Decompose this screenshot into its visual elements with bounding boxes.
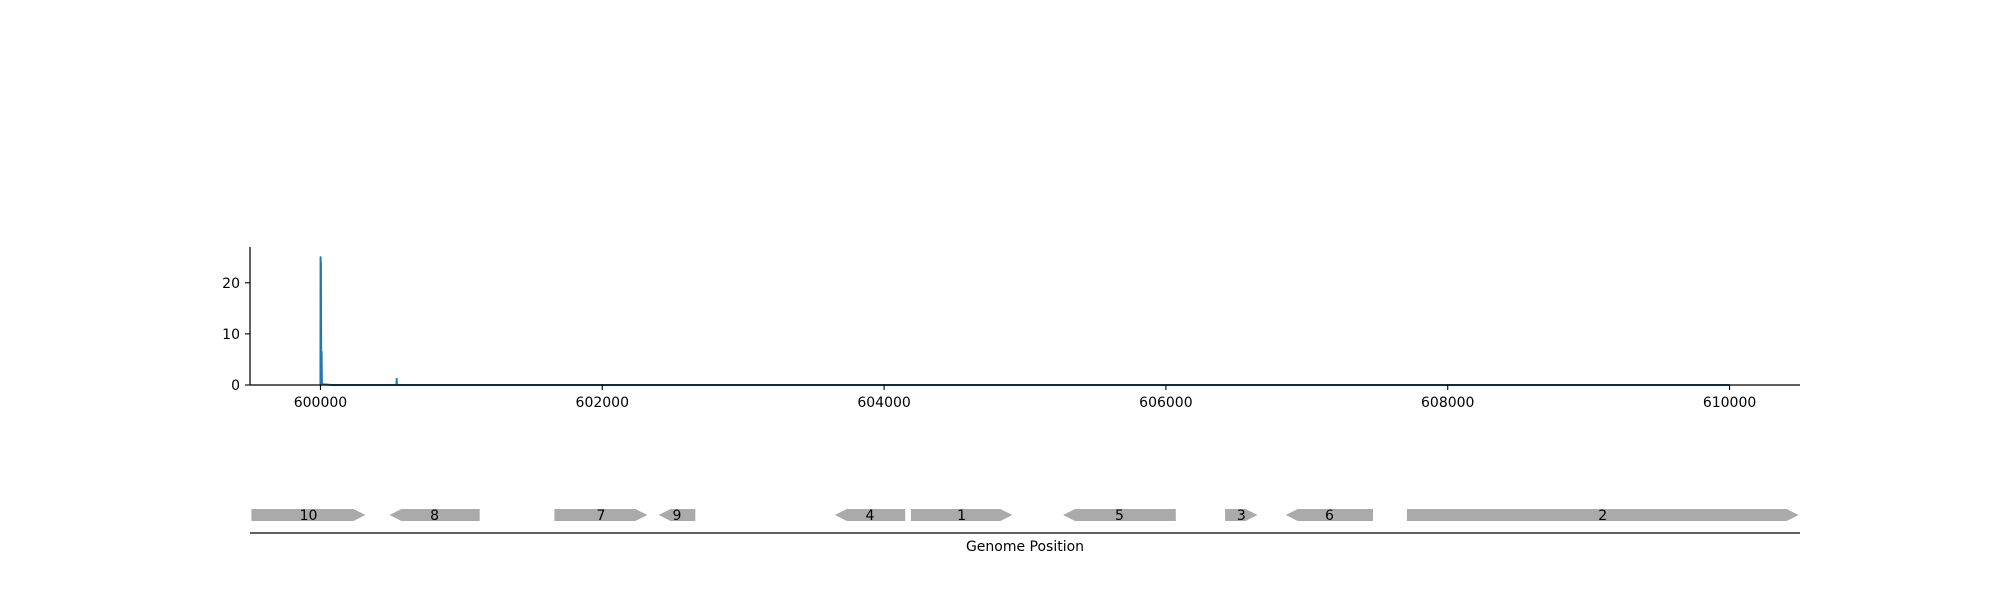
gene-label: 7 (596, 508, 605, 524)
gene-label: 9 (673, 508, 682, 524)
x-tick: 608000 (1421, 385, 1474, 411)
x-tick-label: 608000 (1421, 395, 1474, 411)
coverage-x-axis-ticks: 600000 602000 604000 606000 608000 610000 (294, 385, 1756, 411)
x-tick: 604000 (857, 385, 911, 411)
gene-feature: 9 (658, 508, 696, 524)
y-tick: 20 (222, 276, 250, 292)
gene-feature: 2 (1406, 508, 1799, 524)
gene-map-x-axis-title: Genome Position (966, 539, 1084, 555)
x-tick: 600000 (294, 385, 347, 411)
gene-arrow (1406, 509, 1799, 521)
gene-label: 1 (957, 508, 966, 524)
x-tick-label: 602000 (576, 395, 629, 411)
x-tick-label: 600000 (294, 395, 347, 411)
x-tick-label: 610000 (1703, 395, 1756, 411)
x-tick: 610000 (1703, 385, 1756, 411)
gene-arrow (834, 509, 906, 521)
gene-arrow (389, 509, 480, 521)
y-tick: 0 (231, 378, 250, 394)
gene-label: 5 (1115, 508, 1124, 524)
gene-feature: 1 (910, 508, 1013, 524)
gene-label: 2 (1598, 508, 1607, 524)
gene-map: 10 8 7 9 4 1 5 3 6 2 Genome Position (250, 508, 1800, 555)
x-tick: 606000 (1139, 385, 1193, 411)
y-tick-label: 10 (222, 327, 240, 343)
gene-arrow (554, 509, 648, 521)
x-tick-label: 604000 (857, 395, 910, 411)
coverage-plot: 600000 602000 604000 606000 608000 610000 0 10… (222, 247, 1800, 411)
coverage-y-axis-ticks: 0 10 20 (222, 276, 250, 394)
gene-arrow (658, 509, 696, 521)
gene-arrow (1063, 509, 1176, 521)
gene-label: 3 (1237, 508, 1246, 524)
gene-label: 8 (430, 508, 439, 524)
gene-arrow (1225, 509, 1258, 521)
gene-feature: 10 (251, 508, 366, 524)
gene-feature: 3 (1225, 508, 1258, 524)
y-tick: 10 (222, 327, 250, 343)
gene-label: 10 (300, 508, 318, 524)
gene-feature: 8 (389, 508, 480, 524)
gene-label: 4 (866, 508, 875, 524)
gene-feature: 5 (1063, 508, 1176, 524)
gene-feature: 7 (554, 508, 648, 524)
y-tick-label: 20 (222, 276, 240, 292)
gene-arrow (251, 509, 366, 521)
gene-arrow (910, 509, 1013, 521)
gene-feature: 6 (1285, 508, 1373, 524)
x-tick-label: 606000 (1139, 395, 1192, 411)
x-tick: 602000 (576, 385, 629, 411)
gene-arrow (1285, 509, 1373, 521)
gene-feature: 4 (834, 508, 906, 524)
gene-label: 6 (1325, 508, 1334, 524)
gene-features: 10 8 7 9 4 1 5 3 6 2 (251, 508, 1799, 524)
y-tick-label: 0 (231, 378, 240, 394)
